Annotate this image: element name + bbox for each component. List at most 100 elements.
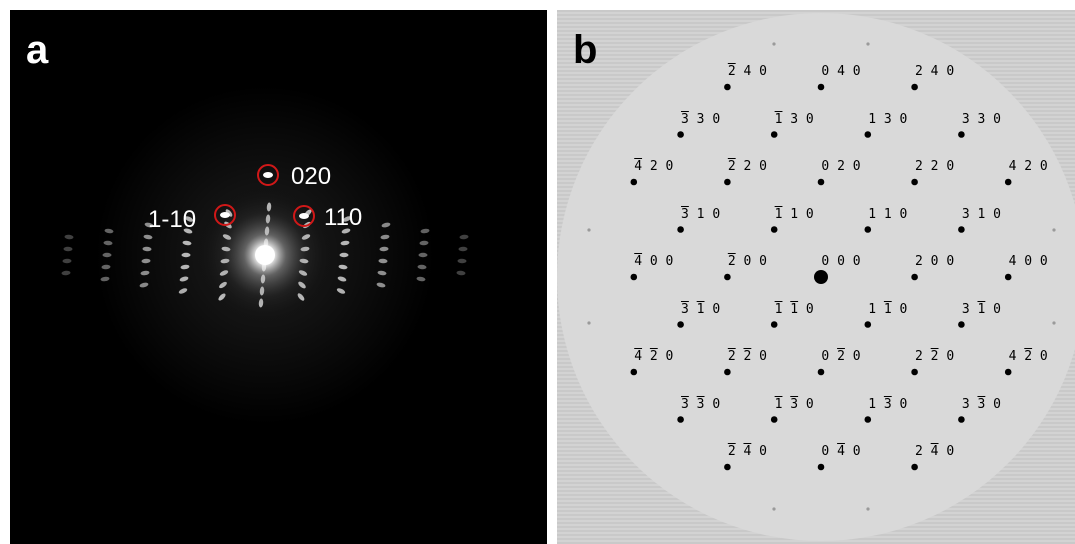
reflection-spot (817, 178, 825, 186)
miller-index: 1 (790, 206, 799, 222)
miller-index: 4 (1008, 349, 1017, 364)
miller-index: 3 (883, 111, 892, 127)
reflection-spot (958, 226, 965, 233)
miller-index: 0 (852, 349, 861, 364)
miller-index: 0 (899, 111, 908, 127)
diffraction-spot (182, 240, 192, 246)
diffraction-spot (181, 252, 191, 258)
reflection-label: 3 3 0 (962, 398, 1001, 411)
diffraction-spot (416, 276, 426, 282)
reflection-label: 4 2 0 (634, 160, 673, 173)
diffraction-spot (139, 282, 149, 288)
diffraction-spot (141, 258, 151, 264)
reflection-spot (677, 226, 684, 233)
miller-index: 2 (930, 159, 939, 174)
spot-110 (299, 213, 309, 219)
miller-index: 0 (930, 254, 939, 269)
miller-index: 2 (915, 254, 923, 269)
miller-index: 1 (883, 301, 892, 317)
diffraction-spot (100, 276, 110, 282)
reflection-label: 1 1 0 (775, 208, 814, 221)
miller-index: 0 (649, 254, 658, 269)
miller-index: 0 (993, 301, 1001, 317)
miller-index: 0 (946, 254, 955, 269)
reflection-spot (677, 416, 684, 423)
miller-index: 3 (696, 396, 705, 412)
reflection-spot (958, 321, 965, 328)
miller-index: 0 (946, 444, 955, 459)
reflection-label: 3 1 0 (962, 208, 1001, 221)
miller-index: 0 (946, 159, 955, 174)
miller-index: 3 (696, 111, 705, 127)
miller-index: 0 (805, 206, 814, 222)
miller-index: 2 (727, 64, 736, 79)
spot-1-10 (220, 212, 230, 218)
miller-index: 0 (852, 159, 861, 174)
miller-index: 4 (743, 64, 752, 79)
diffraction-spot (458, 246, 468, 252)
reflection-spot (770, 226, 778, 233)
reflection-label: 1 1 0 (775, 303, 814, 316)
reflection-spot (724, 178, 731, 186)
miller-index: 2 (727, 444, 736, 459)
diffraction-spot (339, 252, 349, 258)
miller-index: 1 (774, 111, 783, 127)
diffraction-spot (338, 264, 348, 270)
miller-index: 1 (790, 301, 799, 317)
reflection-label: 1 3 0 (775, 398, 814, 411)
reflection-spot (724, 368, 731, 376)
miller-index: 0 (665, 254, 674, 269)
miller-index: 2 (915, 349, 923, 364)
reflection-spot (724, 83, 731, 91)
reflection-label: 0 2 0 (821, 350, 860, 363)
reflection-label: 3 1 0 (962, 303, 1001, 316)
miller-index: 4 (634, 159, 643, 174)
miller-index: 2 (727, 159, 736, 174)
spot-020 (263, 172, 273, 178)
reflection-spot (817, 368, 825, 376)
miller-index: 0 (665, 349, 674, 364)
miller-index: 0 (759, 254, 767, 269)
reflection-label: 4 2 0 (1009, 160, 1048, 173)
miller-index: 3 (681, 206, 689, 222)
edge-reflection-marker (772, 507, 776, 511)
reflection-label: 4 0 0 (634, 255, 673, 268)
reflection-spot (911, 178, 918, 186)
miller-index: 0 (712, 111, 721, 127)
miller-index: 1 (696, 301, 705, 317)
miller-index: 2 (727, 349, 736, 364)
diffraction-spot (342, 216, 352, 222)
miller-index: 4 (1008, 159, 1017, 174)
miller-index: 4 (1008, 254, 1017, 269)
miller-index: 0 (993, 396, 1001, 412)
miller-index: 2 (837, 349, 845, 364)
miller-index: 1 (774, 301, 783, 317)
central-beam-spot (255, 245, 275, 265)
diffraction-spot (144, 222, 154, 228)
edge-reflection-marker (587, 321, 591, 325)
reflection-spot (630, 273, 638, 281)
miller-index: 3 (977, 111, 986, 127)
reflection-spot (911, 368, 918, 376)
miller-index: 2 (930, 349, 939, 364)
diffraction-spot (419, 240, 429, 246)
miller-index: 0 (946, 64, 955, 79)
miller-index: 1 (868, 396, 877, 412)
reflection-spot (864, 321, 872, 328)
spot-1-10-highlight-circle (214, 204, 236, 226)
reflection-label: 0 4 0 (821, 65, 860, 78)
diffraction-spot (63, 246, 73, 252)
reflection-label: 1 3 0 (775, 113, 814, 126)
miller-index: 0 (712, 301, 721, 317)
reflection-label: 2 2 0 (915, 160, 954, 173)
reflection-spot (1004, 178, 1012, 186)
miller-index: 2 (915, 159, 923, 174)
panel-letter-b: b (573, 28, 598, 72)
reflection-spot (911, 463, 918, 471)
reflection-label: 2 4 0 (915, 65, 954, 78)
miller-index: 0 (759, 159, 767, 174)
spot-020-highlight-circle (257, 164, 279, 186)
label-020: 020 (291, 163, 332, 190)
miller-index: 2 (837, 159, 845, 174)
diffraction-spot (62, 258, 72, 264)
